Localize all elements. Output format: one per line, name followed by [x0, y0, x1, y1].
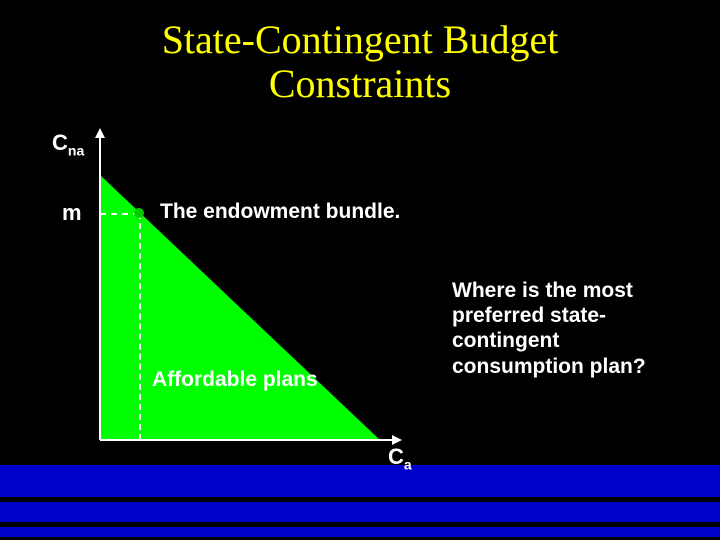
budget-chart [0, 0, 720, 540]
y-axis-sub: na [68, 142, 84, 158]
question-text-span: Where is the most preferred state-contin… [452, 279, 646, 378]
endowment-label: The endowment bundle. [160, 200, 400, 224]
y-axis-main: C [52, 130, 68, 155]
affordable-label-text: Affordable plans [152, 368, 318, 391]
question-text: Where is the most preferred state-contin… [452, 278, 692, 379]
y-axis-label: Cna [52, 130, 84, 158]
endowment-label-text: The endowment bundle. [160, 200, 400, 223]
endowment-dash-vertical [139, 213, 141, 440]
x-axis-main: C [388, 444, 404, 469]
m-label: m [62, 200, 82, 226]
m-text: m [62, 200, 82, 225]
x-axis-sub: a [404, 456, 412, 472]
x-axis-label: Ca [388, 444, 412, 472]
endowment-point [134, 208, 144, 218]
affordable-label: Affordable plans [152, 368, 322, 392]
